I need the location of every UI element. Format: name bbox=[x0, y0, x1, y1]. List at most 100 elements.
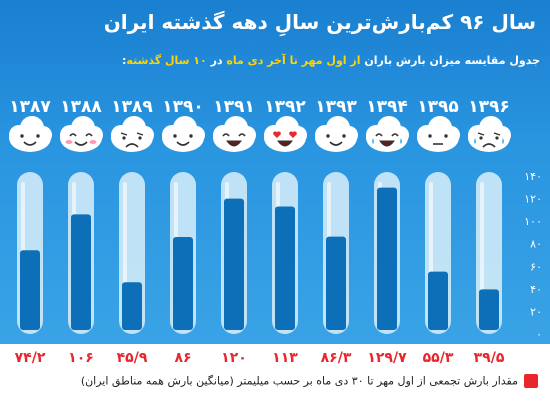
mouth bbox=[482, 143, 496, 148]
year-label: ۱۳۹۱ bbox=[213, 97, 255, 117]
neutral-cloud-icon bbox=[417, 116, 460, 152]
value-label: ۸۶/۳ bbox=[321, 350, 352, 366]
subtitle-part-4: : bbox=[122, 54, 127, 67]
mouth bbox=[329, 141, 343, 146]
mouth bbox=[125, 143, 139, 148]
value-label: ۱۲۹/۷ bbox=[367, 350, 407, 366]
value-label: ۸۶ bbox=[174, 350, 191, 366]
cloud-puff bbox=[391, 126, 409, 144]
chart-legend: مقدار بارش تجمعی از اول مهر تا ۳۰ دی ماه… bbox=[81, 374, 538, 388]
tear bbox=[400, 138, 402, 144]
year-label: ۱۳۹۶ bbox=[468, 97, 510, 117]
year-label: ۱۳۹۰ bbox=[162, 97, 204, 117]
value-label: ۱۲۰ bbox=[221, 350, 247, 366]
cloud-puff bbox=[136, 126, 154, 144]
cloud-puff bbox=[85, 126, 103, 144]
cloud-puff bbox=[34, 126, 52, 144]
grin-cloud-icon bbox=[213, 116, 256, 152]
bar bbox=[122, 282, 142, 330]
eye bbox=[69, 133, 77, 137]
eye bbox=[222, 133, 230, 137]
y-tick-label: ۶۰ bbox=[530, 260, 542, 273]
mouth bbox=[277, 140, 293, 147]
value-label: ۴۵/۹ bbox=[117, 350, 148, 366]
bar bbox=[224, 198, 244, 330]
mouth bbox=[176, 141, 190, 146]
bar-group-2: ۱۳۸۹ ۴۵/۹ bbox=[111, 97, 154, 366]
value-label: ۳۹/۵ bbox=[474, 350, 505, 366]
eye bbox=[477, 132, 485, 136]
eye bbox=[136, 132, 144, 136]
chart-subtitle: جدول مقایسه میزان بارش باران از اول مهر … bbox=[122, 54, 540, 67]
cloud-puff bbox=[187, 126, 205, 144]
cloud-puff bbox=[493, 126, 511, 144]
value-label: ۱۱۳ bbox=[272, 350, 298, 366]
y-tick-label: ۸۰ bbox=[530, 238, 542, 251]
bar bbox=[428, 271, 448, 330]
bar bbox=[377, 187, 397, 330]
year-label: ۱۳۸۹ bbox=[111, 97, 153, 117]
chart-title: سال ۹۶ کم‌بارش‌ترین سالِ دهه گذشته ایران bbox=[103, 10, 536, 34]
eye bbox=[189, 134, 193, 138]
bar-group-0: ۱۳۸۷ ۷۴/۲ bbox=[9, 97, 52, 366]
eye bbox=[495, 136, 499, 140]
legend-text: مقدار بارش تجمعی از اول مهر تا ۳۰ دی ماه… bbox=[80, 374, 518, 388]
year-label: ۱۳۹۲ bbox=[264, 97, 306, 117]
bar-group-1: ۱۳۸۸ ۱۰۶ bbox=[60, 97, 103, 366]
blush bbox=[89, 140, 97, 144]
year-label: ۱۳۸۷ bbox=[9, 97, 51, 117]
bar-group-3: ۱۳۹۰ ۸۶ bbox=[162, 97, 205, 366]
bar-group-4: ۱۳۹۱ ۱۲۰ bbox=[213, 97, 256, 366]
eye bbox=[428, 134, 432, 138]
subtitle-part-1: از اول مهر تا آخر دی ماه bbox=[226, 54, 361, 67]
bar-group-9: ۱۳۹۶ ۳۹/۵ bbox=[468, 97, 511, 366]
eye bbox=[36, 134, 40, 138]
eye bbox=[173, 134, 177, 138]
legend-swatch bbox=[524, 374, 538, 388]
year-label: ۱۳۹۳ bbox=[315, 97, 357, 117]
y-tick-label: ۲۰ bbox=[530, 305, 542, 318]
eye bbox=[138, 136, 142, 140]
bar-group-5: ۱۳۹۲ ۱۱۳ bbox=[264, 97, 307, 366]
eye bbox=[391, 133, 399, 137]
value-label: ۷۴/۲ bbox=[15, 350, 46, 366]
year-label: ۱۳۹۵ bbox=[417, 97, 459, 117]
year-label: ۱۳۸۸ bbox=[60, 97, 102, 117]
eye bbox=[479, 136, 483, 140]
sad-cloud-icon bbox=[111, 116, 154, 152]
eye bbox=[85, 133, 93, 137]
subtitle-part-2: در bbox=[206, 54, 227, 67]
crying-cloud-icon bbox=[468, 116, 511, 152]
bar bbox=[71, 214, 91, 330]
bar bbox=[173, 236, 193, 330]
eye bbox=[20, 134, 24, 138]
tear bbox=[502, 138, 504, 144]
bar bbox=[326, 236, 346, 330]
eye bbox=[238, 133, 246, 137]
mouth bbox=[23, 141, 37, 146]
mouth bbox=[74, 141, 88, 146]
laugh-tears-cloud-icon bbox=[366, 116, 409, 152]
heart-eyes-cloud-icon bbox=[264, 116, 307, 152]
bar bbox=[20, 250, 40, 330]
y-tick-label: ۱۴۰ bbox=[524, 170, 542, 183]
y-tick-label: ۱۰۰ bbox=[524, 215, 542, 228]
mouth bbox=[379, 140, 395, 147]
value-label: ۱۰۶ bbox=[68, 350, 94, 366]
year-label: ۱۳۹۴ bbox=[366, 97, 408, 117]
y-tick-label: ۴۰ bbox=[530, 283, 542, 296]
eye bbox=[375, 133, 383, 137]
eye bbox=[342, 134, 346, 138]
eye bbox=[120, 132, 128, 136]
mouth bbox=[226, 140, 242, 147]
heart-eye bbox=[273, 131, 281, 138]
bar bbox=[479, 289, 499, 330]
bar-group-7: ۱۳۹۴ ۱۲۹/۷ bbox=[366, 97, 409, 366]
blush bbox=[65, 140, 73, 144]
bar bbox=[275, 206, 295, 330]
value-label: ۵۵/۳ bbox=[423, 350, 454, 366]
subtitle-part-0: جدول مقایسه میزان بارش باران bbox=[360, 54, 540, 67]
bar-group-6: ۱۳۹۳ ۸۶/۳ bbox=[315, 97, 358, 366]
y-tick-label: ۱۲۰ bbox=[524, 193, 542, 206]
